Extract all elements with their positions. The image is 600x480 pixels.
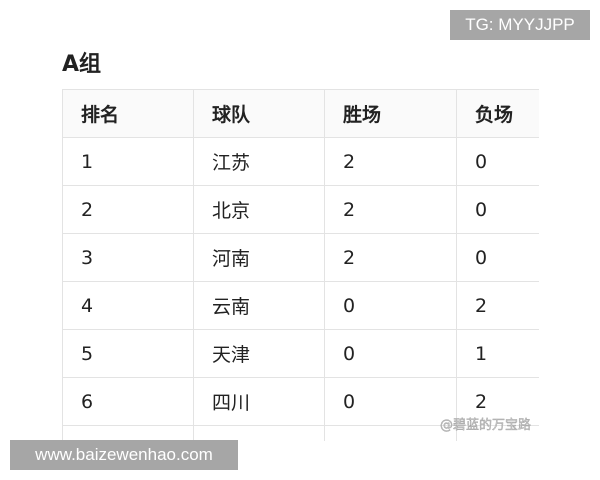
cell-wins: 2 [324, 137, 457, 186]
cell-losses: 2 [456, 281, 539, 330]
cell-wins [324, 425, 457, 441]
cell-team: 北京 [193, 185, 325, 234]
cell-losses [456, 425, 539, 441]
cell-team: 江苏 [193, 137, 325, 186]
cell-losses: 0 [456, 185, 539, 234]
cell-rank [62, 425, 194, 441]
table-row: 6 四川 0 2 [62, 377, 539, 426]
table-row: 1 江苏 2 0 [62, 137, 539, 186]
cell-wins: 0 [324, 281, 457, 330]
cell-rank: 3 [62, 233, 194, 282]
table-row [62, 425, 539, 441]
social-watermark: @碧蓝的万宝路 [440, 418, 532, 433]
header-team: 球队 [193, 89, 325, 138]
cell-rank: 4 [62, 281, 194, 330]
table-row: 3 河南 2 0 [62, 233, 539, 282]
header-wins: 胜场 [324, 89, 457, 138]
cell-wins: 0 [324, 377, 457, 426]
cell-rank: 5 [62, 329, 194, 378]
cell-team: 河南 [193, 233, 325, 282]
cell-rank: 1 [62, 137, 194, 186]
table-row: 2 北京 2 0 [62, 185, 539, 234]
cell-wins: 2 [324, 233, 457, 282]
table-header-row: 排名 球队 胜场 负场 [62, 89, 539, 138]
cell-rank: 2 [62, 185, 194, 234]
cell-losses: 0 [456, 233, 539, 282]
cell-losses: 2 [456, 377, 539, 426]
table-row: 5 天津 0 1 [62, 329, 539, 378]
cell-team [193, 425, 325, 441]
cell-losses: 1 [456, 329, 539, 378]
cell-team: 云南 [193, 281, 325, 330]
table-row: 4 云南 0 2 [62, 281, 539, 330]
standings-table: 排名 球队 胜场 负场 1 江苏 2 0 2 北京 2 0 3 河南 2 0 4 云南 0 2 5 天津 0 1 6 四川… [62, 89, 539, 441]
tg-watermark: TG: MYYJJPP [450, 10, 590, 40]
standings-table-container: 排名 球队 胜场 负场 1 江苏 2 0 2 北京 2 0 3 河南 2 0 4 云南 0 2 5 天津 0 1 6 四川… [62, 89, 539, 441]
group-title: A组 [62, 52, 102, 77]
cell-losses: 0 [456, 137, 539, 186]
header-rank: 排名 [62, 89, 194, 138]
header-losses: 负场 [456, 89, 539, 138]
cell-team: 天津 [193, 329, 325, 378]
site-watermark: www.baizewenhao.com [10, 440, 238, 470]
cell-rank: 6 [62, 377, 194, 426]
cell-wins: 2 [324, 185, 457, 234]
cell-wins: 0 [324, 329, 457, 378]
cell-team: 四川 [193, 377, 325, 426]
